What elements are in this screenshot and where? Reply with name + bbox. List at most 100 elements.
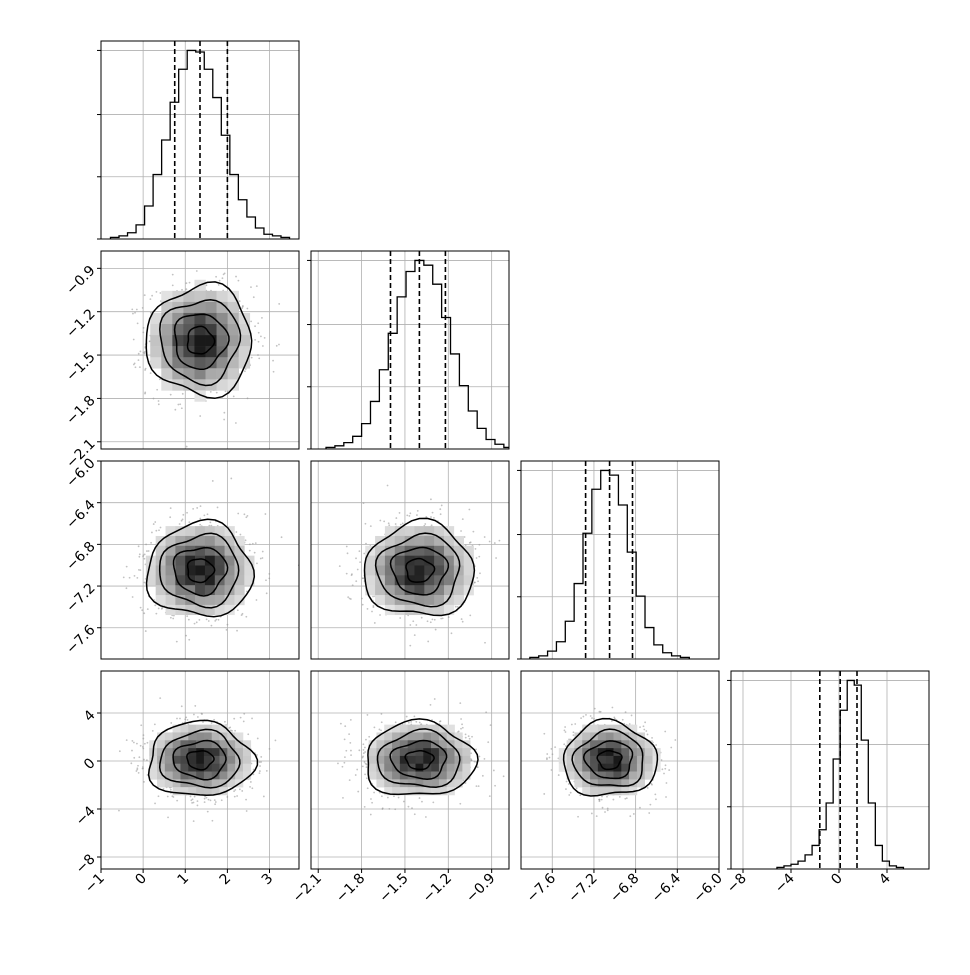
scatter-point: [590, 812, 593, 815]
scatter-point: [548, 756, 551, 759]
scatter-point: [251, 717, 253, 720]
density-cell: [415, 755, 424, 765]
density-cell: [150, 346, 162, 358]
y-tick-label: 4: [81, 707, 99, 725]
density-cell: [203, 724, 213, 733]
scatter-point: [362, 743, 365, 746]
density-cell: [205, 312, 217, 325]
scatter-point: [409, 512, 412, 515]
scatter-point: [401, 522, 404, 525]
scatter-point: [238, 300, 241, 303]
x-tick-label: −0.9: [463, 871, 498, 906]
density-cell: [180, 748, 189, 757]
x-tick-label: 0: [828, 871, 846, 889]
scatter-point: [178, 523, 181, 525]
contour-line: [158, 728, 241, 789]
density-cell: [188, 724, 197, 733]
scatter-point: [152, 397, 155, 400]
density-cell: [172, 346, 184, 358]
scatter-panel-2-1: [310, 460, 510, 660]
density-cell: [446, 732, 455, 741]
scatter-point: [215, 618, 218, 621]
scatter-point: [664, 730, 667, 733]
scatter-point: [141, 746, 144, 748]
density-cell: [621, 763, 630, 772]
density-cell: [392, 755, 401, 765]
scatter-point: [399, 523, 402, 526]
density-cell: [196, 740, 205, 749]
density-cell: [368, 755, 377, 765]
scatter-point: [599, 710, 602, 713]
scatter-point: [429, 703, 432, 706]
scatter-point: [611, 706, 614, 709]
scatter-point: [373, 622, 376, 624]
density-cell: [235, 732, 244, 741]
density-cell: [376, 771, 385, 780]
density-cell: [582, 771, 591, 780]
density-cell: [605, 763, 614, 772]
scatter-point: [125, 739, 128, 742]
scatter-point: [468, 737, 471, 740]
density-cell: [434, 575, 445, 586]
scatter-point: [563, 743, 566, 746]
scatter-point: [174, 408, 177, 411]
density-cell: [394, 575, 405, 586]
density-cell: [204, 555, 216, 566]
scatter-point: [142, 331, 145, 334]
scatter-point: [142, 351, 145, 354]
scatter-point: [258, 357, 261, 360]
scatter-point: [386, 484, 389, 487]
scatter-point: [157, 403, 160, 406]
scatter-point: [280, 536, 283, 539]
scatter-point: [167, 816, 169, 819]
density-cell: [175, 565, 186, 576]
density-cell: [384, 779, 393, 788]
scatter-point: [155, 529, 158, 532]
density-cell: [238, 346, 251, 358]
scatter-point: [143, 781, 145, 783]
hist-step-3: [776, 679, 905, 869]
scatter-point: [554, 746, 557, 749]
hist-panel-2: [517, 460, 720, 660]
scatter-point: [369, 813, 372, 816]
scatter-point: [468, 508, 471, 511]
scatter-point: [439, 508, 442, 511]
density-cell: [384, 732, 393, 741]
hist-panel-3: [727, 670, 930, 870]
scatter-point: [364, 522, 367, 525]
scatter-point: [412, 620, 415, 623]
density-cell: [216, 335, 228, 347]
density-cell: [219, 724, 228, 733]
scatter-point: [172, 614, 175, 617]
scatter-point: [243, 712, 246, 715]
scatter-point: [141, 307, 144, 309]
scatter-point: [416, 509, 419, 512]
density-cell: [165, 585, 176, 596]
density-cell: [415, 763, 424, 772]
density-cell: [597, 732, 606, 741]
density-cell: [155, 595, 166, 606]
density-cell: [203, 755, 213, 765]
density-cell: [431, 724, 440, 733]
density-cell: [175, 575, 186, 586]
scatter-point: [199, 505, 202, 508]
density-cell: [196, 763, 205, 772]
scatter-point: [243, 513, 246, 516]
density-cell: [613, 740, 622, 749]
scatter-point: [181, 288, 183, 291]
contour-line: [172, 739, 227, 781]
density-cell: [399, 787, 408, 796]
scatter-point: [169, 788, 172, 791]
density-cell: [224, 604, 235, 616]
density-cell: [165, 575, 176, 586]
scatter-point: [268, 577, 271, 580]
density-cell: [172, 335, 184, 347]
scatter-point: [394, 721, 397, 724]
density-cell: [185, 604, 196, 616]
density-cell: [183, 379, 195, 391]
scatter-point: [430, 524, 433, 527]
scatter-point: [394, 523, 397, 525]
density-cell: [384, 787, 393, 796]
scatter-point: [625, 797, 628, 800]
scatter-point: [470, 752, 473, 755]
